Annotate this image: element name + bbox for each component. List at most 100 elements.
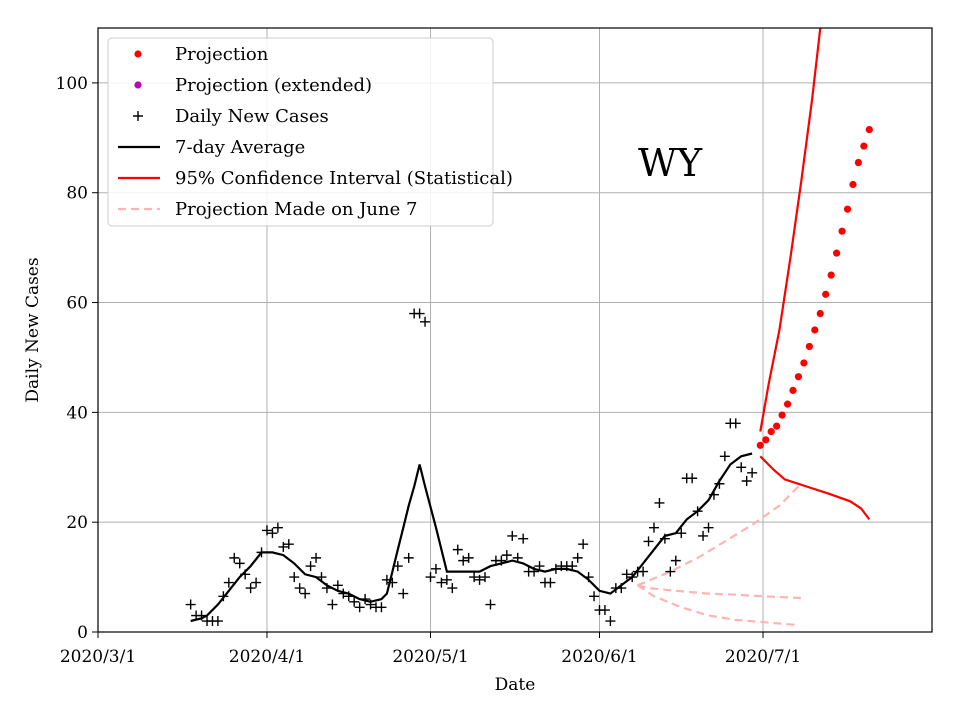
daily-case-marker: [507, 530, 518, 541]
daily-case-marker: [343, 591, 354, 602]
projection-point: [789, 386, 797, 394]
daily-case-marker: [278, 541, 289, 552]
projection-point: [800, 359, 808, 367]
daily-case-marker: [349, 596, 360, 607]
daily-case-marker: [698, 530, 709, 541]
projection-point: [794, 373, 803, 381]
june7-projection-line: [637, 584, 802, 600]
x-tick-label: 2020/5/1: [392, 647, 468, 667]
y-tick-label: 20: [66, 513, 88, 533]
daily-case-marker: [223, 577, 234, 588]
projection-point: [778, 411, 786, 419]
daily-case-marker: [474, 574, 485, 585]
daily-case-marker: [381, 574, 392, 585]
daily-case-marker: [261, 525, 272, 536]
daily-case-marker: [730, 418, 741, 429]
series-layer: [185, 28, 873, 627]
y-tick-label: 40: [66, 403, 88, 423]
daily-case-marker: [534, 561, 545, 572]
daily-case-marker: [512, 552, 523, 563]
daily-case-marker: [670, 555, 681, 566]
daily-case-marker: [360, 594, 371, 605]
projection-point: [860, 142, 868, 150]
daily-case-marker: [196, 610, 207, 621]
projection-point: [756, 441, 764, 449]
x-tick-label: 2020/4/1: [229, 647, 305, 667]
daily-case-marker: [621, 569, 632, 580]
plot-frame: [97, 27, 933, 633]
daily-case-marker: [687, 473, 698, 484]
legend-handle: [134, 81, 142, 89]
daily-case-marker: [659, 533, 670, 544]
daily-case-marker: [643, 536, 654, 547]
daily-case-marker: [599, 605, 610, 616]
seven-day-average-line: [190, 452, 753, 623]
projection-point: [843, 205, 852, 213]
daily-case-marker: [441, 574, 452, 585]
x-tick-label: 2020/7/1: [725, 647, 801, 667]
daily-case-marker: [692, 506, 703, 517]
daily-case-marker: [550, 563, 561, 574]
daily-case-marker: [272, 522, 283, 533]
daily-case-marker: [300, 588, 311, 599]
daily-case-marker: [529, 566, 540, 577]
confidence-interval-line: [759, 455, 871, 521]
daily-case-marker: [234, 558, 245, 569]
projection-point: [865, 125, 873, 134]
projection-point: [773, 422, 781, 430]
daily-case-marker: [311, 552, 322, 563]
projection-point: [838, 227, 846, 235]
daily-case-marker: [240, 569, 251, 580]
daily-case-marker: [654, 497, 665, 508]
daily-case-marker: [332, 580, 343, 591]
daily-case-marker: [583, 572, 594, 583]
projection-point: [854, 158, 863, 167]
legend-label: 95% Confidence Interval (Statistical): [175, 168, 513, 189]
daily-case-marker: [741, 476, 752, 486]
ticks: 2020/3/1 2020/4/1 2020/5/1 2020/6/1 2020/7/1…: [56, 74, 802, 667]
daily-case-marker: [458, 555, 469, 566]
legend-box: [107, 37, 494, 227]
daily-case-marker: [420, 316, 431, 327]
daily-case-marker: [485, 599, 496, 610]
daily-case-marker: [425, 572, 436, 583]
daily-case-marker: [496, 555, 507, 566]
daily-case-marker: [463, 552, 474, 563]
daily-case-marker: [398, 588, 409, 599]
june7-projection-line: [636, 584, 796, 626]
daily-case-marker: [452, 544, 463, 555]
daily-case-marker: [545, 577, 556, 588]
daily-case-marker: [736, 462, 747, 473]
daily-case-marker: [719, 451, 730, 462]
projection-point: [762, 436, 770, 444]
daily-case-marker: [403, 552, 414, 563]
daily-case-marker: [321, 583, 332, 594]
x-tick-label: 2020/3/1: [60, 647, 136, 667]
daily-case-marker: [436, 577, 447, 588]
daily-case-marker: [212, 616, 223, 627]
legend-handle: [133, 111, 143, 121]
daily-case-marker: [480, 572, 491, 583]
projection-point: [816, 309, 824, 318]
daily-case-marker: [229, 552, 240, 563]
daily-case-marker: [708, 489, 719, 500]
daily-case-marker: [469, 572, 480, 583]
daily-case-marker: [305, 561, 316, 572]
projection-point: [783, 400, 792, 408]
daily-case-marker: [218, 591, 229, 602]
daily-case-marker: [338, 588, 349, 599]
projection-point: [849, 180, 857, 189]
daily-case-marker: [665, 566, 676, 577]
daily-case-marker: [376, 602, 387, 613]
y-tick-label: 0: [77, 623, 88, 643]
legend-label: Projection: [175, 44, 269, 65]
daily-case-marker: [387, 577, 398, 588]
daily-case-marker: [627, 572, 638, 583]
projection-point: [833, 249, 841, 257]
daily-case-marker: [392, 561, 403, 572]
daily-case-marker: [354, 602, 365, 613]
daily-case-marker: [638, 566, 649, 577]
confidence-interval-line: [759, 28, 822, 432]
y-axis-label: Daily New Cases: [23, 257, 43, 402]
